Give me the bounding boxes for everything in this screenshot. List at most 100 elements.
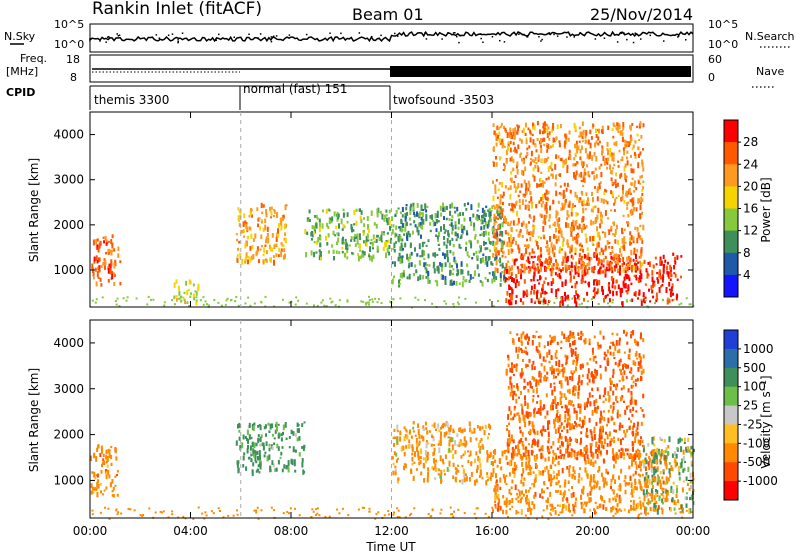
scatter-cell (648, 479, 651, 485)
scatter-cell (411, 444, 414, 449)
scatter-cell (612, 181, 615, 185)
scatter-cell (519, 298, 522, 303)
scatter-cell (522, 452, 525, 457)
scatter-cell (662, 450, 665, 455)
scatter-cell (385, 214, 388, 217)
scatter-cell (418, 461, 421, 466)
scatter-cell (410, 469, 413, 475)
scatter-cell (649, 508, 652, 512)
scatter-cell (429, 215, 432, 219)
scatter-cell (331, 216, 334, 222)
nsearch-dot (118, 34, 121, 36)
scatter-cell (583, 261, 586, 267)
scatter-cell (618, 508, 621, 511)
scatter-cell (593, 509, 596, 515)
scatter-cell (581, 131, 584, 138)
scatter-cell (572, 466, 575, 472)
scatter-cell (288, 446, 291, 449)
scatter-cell (281, 433, 283, 436)
scatter-cell (415, 468, 418, 471)
scatter-cell (450, 513, 453, 516)
scatter-cell (418, 243, 421, 250)
scatter-cell (645, 268, 648, 273)
scatter-cell (409, 242, 412, 247)
scatter-cell (497, 507, 500, 512)
scatter-cell (476, 464, 479, 470)
scatter-cell (594, 218, 597, 225)
scatter-cell (358, 255, 360, 262)
nsearch-dot (394, 32, 396, 35)
scatter-cell (273, 215, 275, 218)
scatter-cell (642, 413, 645, 418)
scatter-cell (635, 187, 638, 191)
scatter-cell (488, 423, 491, 429)
scatter-cell (604, 398, 607, 401)
scatter-cell (614, 481, 616, 485)
scatter-cell (463, 442, 466, 447)
scatter-cell (480, 226, 483, 231)
scatter-cell (594, 167, 597, 171)
scatter-cell (549, 205, 551, 211)
scatter-cell (613, 429, 616, 433)
scatter-cell (91, 513, 94, 516)
scatter-cell (285, 223, 287, 228)
scatter-cell (479, 451, 482, 454)
scatter-cell (260, 220, 263, 224)
scatter-cell (419, 274, 422, 280)
scatter-cell (107, 469, 110, 476)
scatter-cell (586, 435, 589, 438)
scatter-cell (565, 405, 568, 411)
nsearch-dot (568, 33, 571, 35)
scatter-cell (651, 485, 654, 489)
scatter-cell (517, 125, 519, 131)
scatter-cell (507, 443, 510, 447)
scatter-cell (500, 216, 503, 220)
scatter-cell (316, 217, 319, 220)
scatter-cell (515, 363, 518, 367)
scatter-cell (459, 236, 462, 239)
scatter-cell (536, 183, 539, 188)
scatter-cell (532, 424, 535, 427)
scatter-cell (642, 393, 645, 399)
scatter-cell (626, 256, 629, 262)
scatter-cell (664, 450, 667, 454)
scatter-cell (535, 517, 538, 520)
scatter-cell (469, 217, 472, 222)
scatter-cell (657, 279, 660, 284)
scatter-cell (363, 251, 366, 256)
scatter-cell (103, 489, 106, 492)
scatter-cell (555, 136, 558, 140)
scatter-cell (581, 140, 584, 143)
scatter-cell (494, 190, 497, 194)
scatter-cell (470, 472, 473, 477)
scatter-cell (634, 470, 637, 475)
scatter-cell (662, 480, 665, 485)
scatter-cell (207, 304, 210, 307)
scatter-cell (605, 266, 608, 269)
scatter-cell (525, 500, 528, 505)
scatter-cell (653, 501, 656, 504)
scatter-cell (629, 163, 632, 167)
nsearch-dot (177, 41, 179, 44)
scatter-cell (595, 360, 598, 364)
scatter-cell (353, 223, 356, 226)
scatter-cell (595, 482, 598, 487)
scatter-cell (421, 223, 424, 230)
scatter-cell (619, 248, 622, 253)
scatter-cell (366, 233, 369, 239)
scatter-cell (421, 249, 424, 252)
scatter-cell (618, 449, 621, 452)
scatter-cell (534, 473, 537, 478)
scatter-cell (632, 240, 635, 244)
scatter-cell (273, 209, 276, 212)
scatter-cell (632, 197, 635, 201)
scatter-cell (404, 428, 407, 431)
scatter-cell (538, 299, 541, 302)
scatter-cell (453, 510, 455, 513)
scatter-cell (610, 263, 613, 269)
scatter-cell (410, 512, 413, 515)
scatter-cell (371, 298, 374, 301)
scatter-cell (532, 167, 535, 172)
scatter-cell (681, 438, 683, 442)
scatter-cell (516, 452, 519, 457)
